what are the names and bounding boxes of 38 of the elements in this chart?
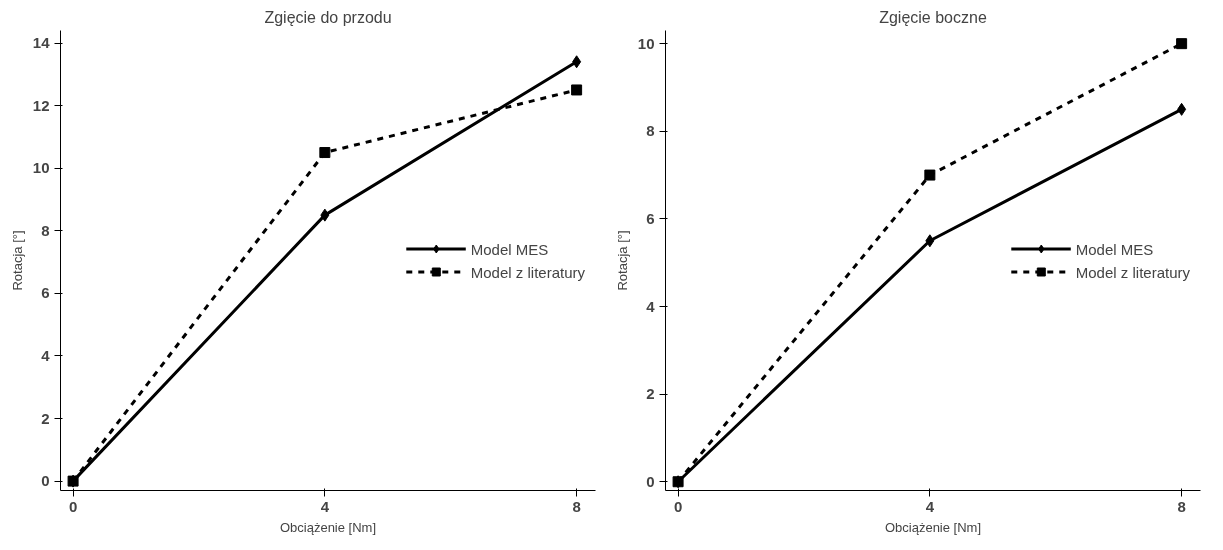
x-axis-title: Obciążenie [Nm]	[884, 519, 982, 535]
y-tick-label: 10	[637, 34, 655, 52]
legend-label: Model MES	[470, 240, 549, 257]
chart-title: Zgięcie boczne	[879, 8, 987, 26]
x-tick-label: 0	[673, 497, 683, 515]
point	[1176, 38, 1188, 50]
point	[1177, 102, 1187, 116]
x-tick-label: 8	[1177, 497, 1186, 515]
y-tick-label: 4	[41, 346, 51, 364]
x-tick-label: 8	[572, 497, 581, 515]
point	[925, 234, 935, 248]
y-tick-label: 6	[646, 209, 655, 227]
point	[924, 169, 936, 181]
y-tick-label: 0	[646, 472, 655, 490]
legend-label: Model MES	[1075, 240, 1154, 257]
x-tick-label: 0	[68, 497, 78, 515]
x-tick-label: 4	[320, 497, 330, 515]
y-tick-label: 6	[41, 284, 50, 302]
x-tick-label: 4	[925, 497, 935, 515]
point	[319, 147, 331, 159]
point	[571, 84, 583, 96]
point	[572, 55, 582, 69]
y-tick-label: 12	[32, 96, 50, 114]
y-tick-label: 4	[646, 297, 656, 315]
chart-title: Zgięcie do przodu	[264, 8, 392, 26]
legend-label: Model z literatury	[470, 263, 585, 280]
y-tick-label: 0	[41, 472, 50, 490]
point	[320, 208, 330, 222]
y-tick-label: 8	[646, 122, 655, 140]
legend-label: Model z literatury	[1075, 263, 1190, 280]
y-tick-label: 2	[41, 409, 50, 427]
y-axis-title: Rotacja [°]	[9, 230, 25, 291]
y-axis-title: Rotacja [°]	[614, 230, 630, 291]
x-axis-title: Obciążenie [Nm]	[279, 519, 377, 535]
y-tick-label: 14	[32, 34, 51, 52]
y-tick-label: 2	[646, 385, 655, 403]
y-tick-label: 10	[32, 159, 50, 177]
y-tick-label: 8	[41, 221, 50, 239]
